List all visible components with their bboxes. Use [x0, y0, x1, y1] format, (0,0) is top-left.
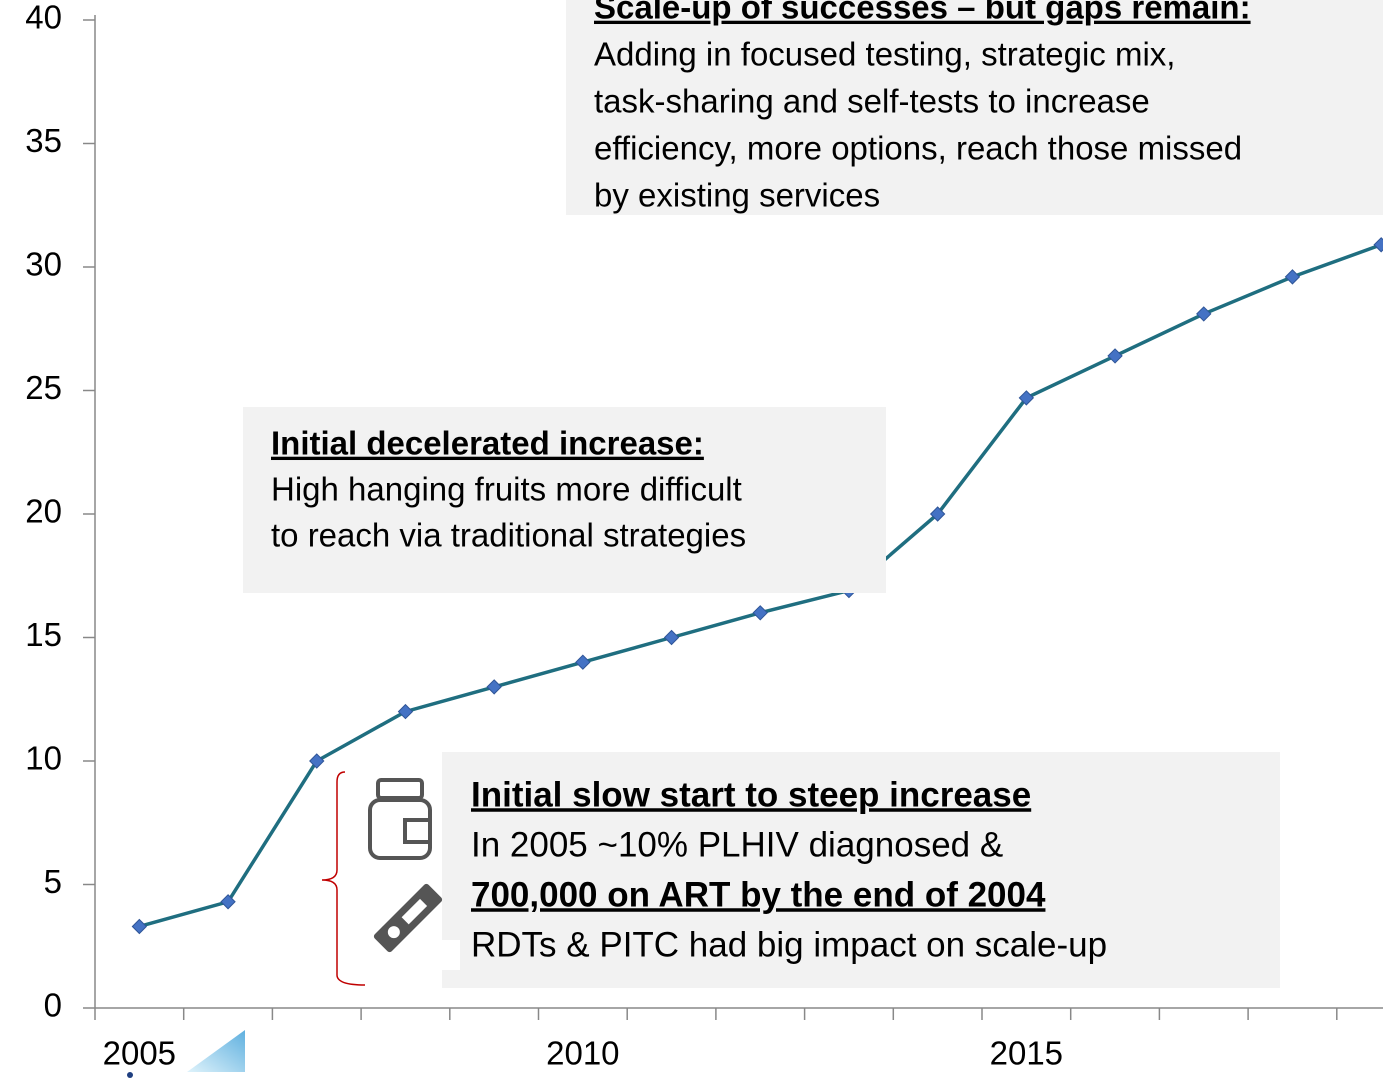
marker	[1107, 348, 1123, 364]
annotation-box	[442, 752, 1280, 988]
annotation-text: Initial slow start to steep increase	[471, 775, 1031, 814]
annotation-text: Scale-up of successes – but gaps remain:	[594, 0, 1251, 26]
marker	[309, 753, 325, 769]
decoration	[187, 1030, 245, 1072]
annotation-box	[243, 407, 886, 593]
annotation-text: to reach via traditional strategies	[271, 517, 746, 554]
y-tick-label: 10	[25, 740, 62, 777]
decoration-dot	[127, 1072, 133, 1078]
marker	[1018, 390, 1035, 406]
annotation-text: task-sharing and self-tests to increase	[594, 83, 1150, 120]
marker	[752, 605, 768, 621]
bottle-cap	[376, 778, 424, 800]
annotations: Scale-up of successes – but gaps remain:…	[243, 0, 1383, 988]
annotation-text: 700,000 on ART by the end of 2004	[471, 875, 1046, 914]
bottle-icon	[368, 798, 432, 860]
x-tick-label: 2005	[103, 1035, 176, 1072]
y-tick-label: 15	[25, 616, 62, 653]
annotation-text: efficiency, more options, reach those mi…	[594, 130, 1242, 167]
y-tick-label: 5	[44, 863, 62, 900]
marker	[1196, 306, 1212, 322]
icons	[127, 771, 460, 1078]
annotation-text: by existing services	[594, 177, 880, 214]
y-tick-label: 25	[25, 369, 62, 406]
test-strip-icon	[373, 883, 443, 953]
annotation-text: RDTs & PITC had big impact on scale-up	[471, 925, 1107, 964]
annotation-text: Adding in focused testing, strategic mix…	[594, 36, 1175, 73]
mask	[442, 940, 460, 970]
marker	[131, 918, 148, 935]
annotation-text: In 2005 ~10% PLHIV diagnosed &	[471, 825, 1003, 864]
axes: 0 5 10 15 20 25 30 35 40 2005 2010 2015	[25, 0, 1383, 1072]
annotation-text: High hanging fruits more difficult	[271, 471, 742, 508]
bottle-label	[403, 818, 432, 844]
marker	[486, 679, 502, 695]
y-tick-label: 35	[25, 122, 62, 159]
y-tick-label: 20	[25, 493, 62, 530]
marker	[929, 506, 946, 522]
annotation-text: Initial decelerated increase:	[271, 425, 704, 462]
x-tick-label: 2010	[546, 1035, 619, 1072]
annotation-box	[566, 0, 1383, 215]
y-tick-label: 30	[25, 246, 62, 283]
bracket	[321, 771, 366, 986]
marker	[575, 654, 591, 670]
x-tick-label: 2015	[990, 1035, 1063, 1072]
marker	[397, 703, 414, 720]
marker	[1284, 269, 1301, 285]
marker	[663, 629, 680, 646]
marker	[220, 894, 236, 910]
y-tick-label: 0	[44, 987, 62, 1024]
marker	[1373, 237, 1383, 253]
y-tick-label: 40	[25, 0, 62, 36]
